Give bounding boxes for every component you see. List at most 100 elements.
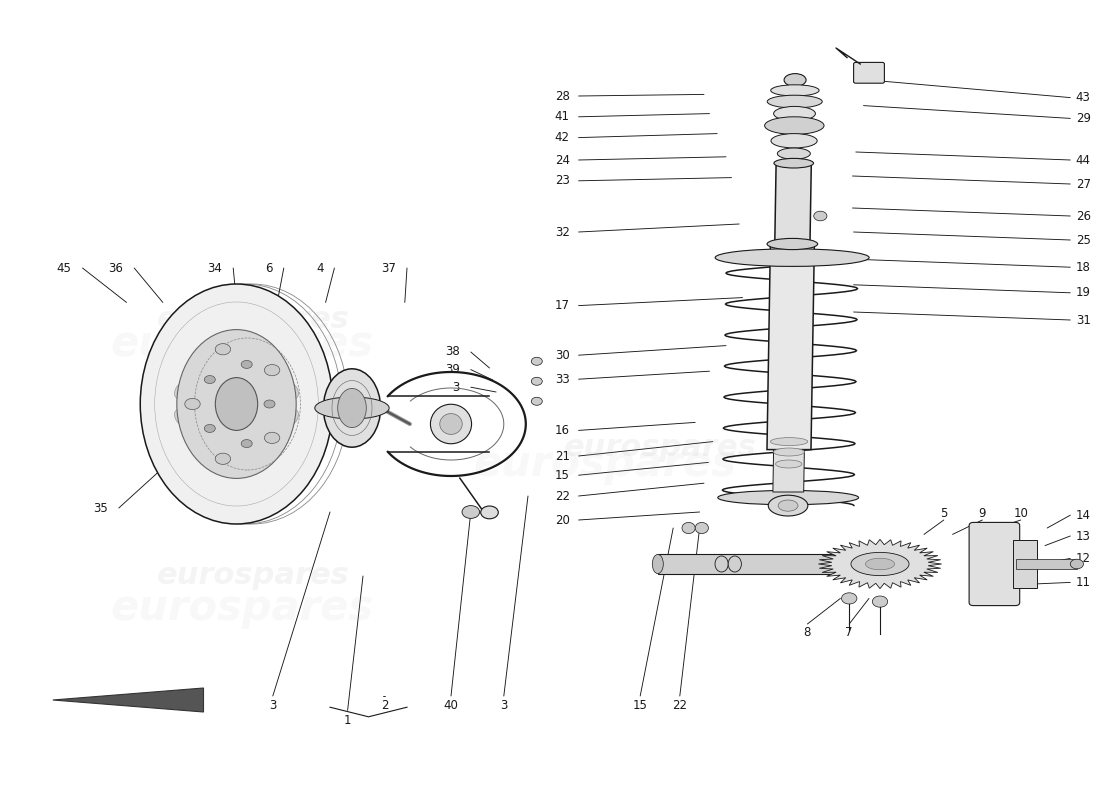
- Ellipse shape: [338, 388, 366, 427]
- Ellipse shape: [764, 117, 824, 134]
- Ellipse shape: [774, 158, 814, 168]
- Polygon shape: [818, 539, 942, 589]
- Text: 6: 6: [265, 262, 273, 274]
- Ellipse shape: [260, 362, 280, 375]
- Ellipse shape: [770, 438, 807, 446]
- Ellipse shape: [205, 375, 216, 383]
- Ellipse shape: [264, 400, 275, 408]
- Circle shape: [842, 593, 857, 604]
- Text: 18: 18: [1076, 261, 1091, 274]
- Text: 27: 27: [1076, 178, 1091, 190]
- Text: 32: 32: [554, 226, 570, 238]
- Circle shape: [185, 398, 200, 410]
- Text: eurospares: eurospares: [473, 443, 737, 485]
- Text: 20: 20: [554, 514, 570, 526]
- Text: 15: 15: [632, 699, 648, 712]
- Text: 13: 13: [1076, 530, 1091, 542]
- Ellipse shape: [141, 284, 332, 524]
- Ellipse shape: [776, 460, 802, 468]
- Text: 39: 39: [444, 363, 460, 376]
- Text: 5: 5: [940, 507, 947, 520]
- Ellipse shape: [773, 448, 804, 456]
- Ellipse shape: [323, 369, 381, 447]
- Text: 45: 45: [56, 262, 72, 274]
- FancyBboxPatch shape: [854, 62, 884, 83]
- Text: 7: 7: [846, 626, 852, 638]
- Ellipse shape: [192, 433, 213, 446]
- Text: 43: 43: [1076, 91, 1091, 104]
- Text: 22: 22: [672, 699, 688, 712]
- Text: 33: 33: [556, 373, 570, 386]
- Ellipse shape: [315, 397, 389, 419]
- Text: 40: 40: [443, 699, 459, 712]
- Bar: [658, 554, 850, 574]
- Ellipse shape: [241, 361, 252, 369]
- Text: 4: 4: [316, 262, 323, 274]
- Ellipse shape: [531, 398, 542, 406]
- Ellipse shape: [430, 404, 472, 444]
- Circle shape: [216, 344, 231, 355]
- Text: 24: 24: [554, 154, 570, 166]
- Ellipse shape: [481, 506, 498, 519]
- Text: 3: 3: [500, 699, 507, 712]
- Text: 14: 14: [1076, 509, 1091, 522]
- Ellipse shape: [531, 378, 542, 386]
- Polygon shape: [767, 244, 814, 450]
- Text: 25: 25: [1076, 234, 1091, 246]
- Ellipse shape: [205, 425, 216, 433]
- Ellipse shape: [771, 134, 817, 148]
- Text: 30: 30: [556, 349, 570, 362]
- Text: 21: 21: [554, 450, 570, 462]
- Text: 35: 35: [94, 502, 108, 514]
- Ellipse shape: [767, 95, 822, 108]
- Ellipse shape: [784, 74, 806, 86]
- Text: 26: 26: [1076, 210, 1091, 222]
- Ellipse shape: [778, 500, 798, 511]
- Ellipse shape: [715, 556, 728, 572]
- Ellipse shape: [1070, 559, 1084, 569]
- Polygon shape: [786, 83, 802, 166]
- Ellipse shape: [175, 409, 189, 426]
- Ellipse shape: [851, 552, 909, 576]
- Polygon shape: [53, 688, 204, 712]
- Ellipse shape: [773, 106, 815, 121]
- Ellipse shape: [866, 558, 894, 570]
- Text: 10: 10: [1013, 507, 1028, 520]
- Ellipse shape: [260, 433, 280, 446]
- Ellipse shape: [718, 490, 859, 505]
- Text: 29: 29: [1076, 112, 1091, 125]
- Text: 34: 34: [207, 262, 222, 274]
- Ellipse shape: [531, 358, 542, 366]
- Text: 12: 12: [1076, 552, 1091, 565]
- Ellipse shape: [767, 238, 817, 250]
- Ellipse shape: [177, 330, 296, 478]
- Text: 28: 28: [554, 90, 570, 102]
- Text: 17: 17: [554, 299, 570, 312]
- Ellipse shape: [175, 382, 189, 399]
- Text: 9: 9: [979, 507, 986, 520]
- Ellipse shape: [440, 414, 462, 434]
- Circle shape: [216, 453, 231, 464]
- Text: 1: 1: [344, 714, 351, 726]
- Circle shape: [814, 211, 827, 221]
- Ellipse shape: [652, 554, 663, 574]
- Text: 44: 44: [1076, 154, 1091, 166]
- Text: 19: 19: [1076, 286, 1091, 299]
- Text: 42: 42: [554, 131, 570, 144]
- Circle shape: [264, 432, 279, 443]
- Text: 22: 22: [554, 490, 570, 502]
- Text: 36: 36: [108, 262, 123, 274]
- FancyBboxPatch shape: [969, 522, 1020, 606]
- Text: 23: 23: [554, 174, 570, 187]
- Text: 11: 11: [1076, 576, 1091, 589]
- Ellipse shape: [284, 409, 298, 426]
- Ellipse shape: [768, 495, 807, 516]
- Text: eurospares: eurospares: [563, 434, 757, 462]
- Ellipse shape: [241, 439, 252, 447]
- Circle shape: [264, 365, 279, 376]
- Ellipse shape: [284, 382, 298, 399]
- Text: eurospares: eurospares: [156, 562, 350, 590]
- Ellipse shape: [216, 378, 257, 430]
- Text: 2: 2: [382, 699, 388, 712]
- Text: 16: 16: [554, 424, 570, 437]
